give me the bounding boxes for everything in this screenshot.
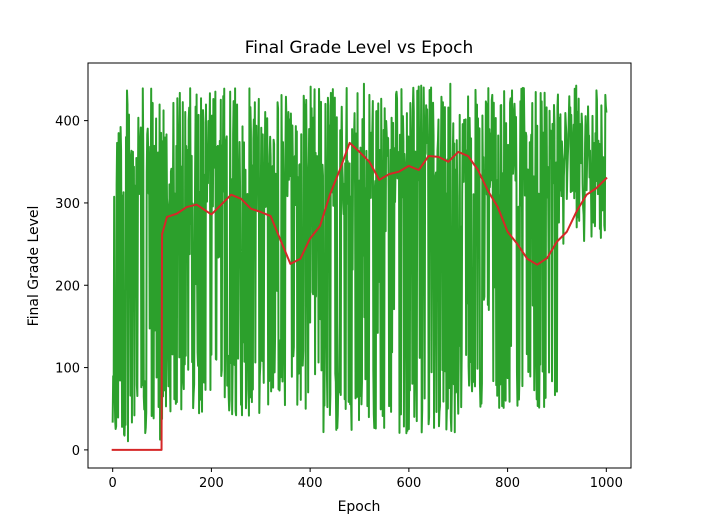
y-tick-label: 400: [55, 115, 80, 130]
chart-title: Final Grade Level vs Epoch: [245, 38, 473, 58]
y-axis-label: Final Grade Level: [26, 206, 42, 327]
x-tick-label: 800: [495, 476, 520, 491]
x-axis: 0 200 400 600 800 1000: [109, 468, 623, 491]
plot-area: [87, 62, 632, 469]
y-tick-label: 300: [55, 197, 80, 212]
y-tick-label: 0: [72, 444, 80, 459]
series-layer: [111, 82, 608, 451]
x-tick-label: 1000: [590, 476, 623, 491]
axes-frame: [87, 62, 632, 469]
y-tick-label: 200: [55, 279, 80, 294]
series-line-2: [111, 141, 608, 451]
y-axis: 0 100 200 300 400: [55, 115, 88, 459]
x-tick-label: 200: [199, 476, 224, 491]
x-tick-label: 400: [298, 476, 323, 491]
y-tick-label: 100: [55, 362, 80, 377]
series-line-1: [111, 82, 608, 443]
x-tick-label: 600: [396, 476, 421, 491]
x-tick-label: 0: [109, 476, 117, 491]
x-axis-label: Epoch: [338, 499, 381, 515]
